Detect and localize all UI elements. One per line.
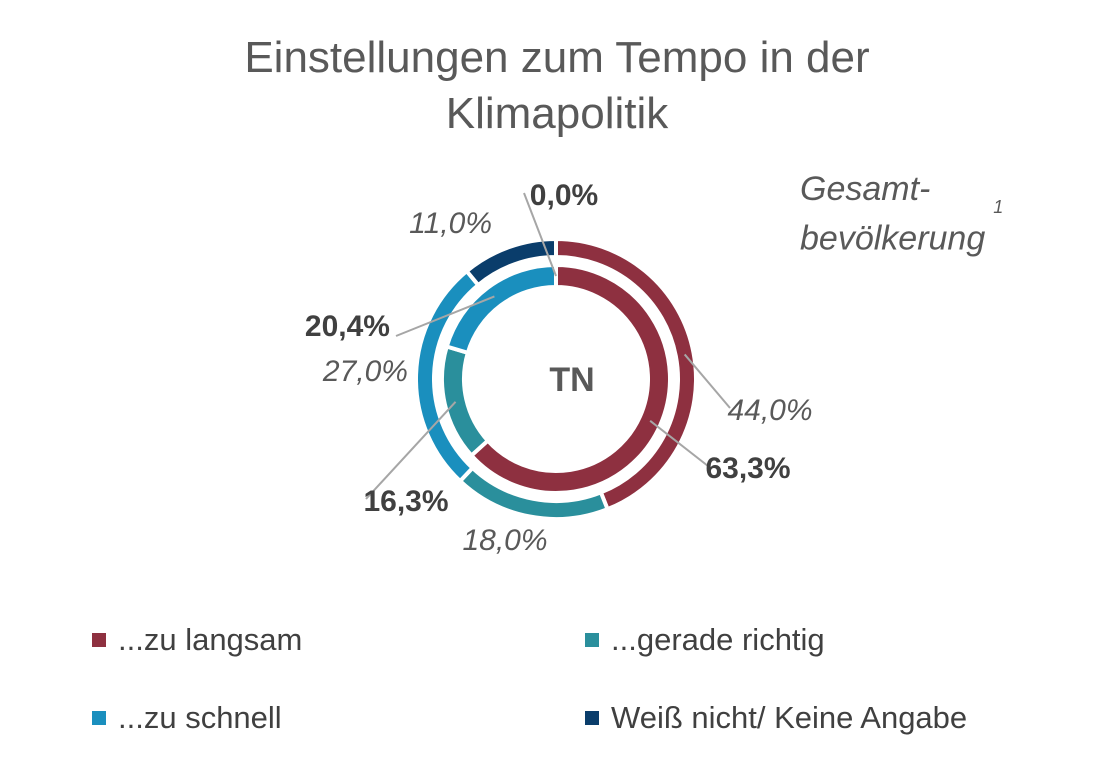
inner-leader-line-weiss-nicht — [523, 192, 557, 277]
legend-item-weiss-nicht: Weiß nicht/ Keine Angabe — [585, 700, 967, 736]
chart-title-line1: Einstellungen zum Tempo in der — [244, 33, 870, 82]
legend-label-weiss-nicht: Weiß nicht/ Keine Angabe — [611, 700, 968, 735]
outer-ring-caption: Gesamt- bevölkerung 1 — [800, 168, 1003, 259]
chart-title: Einstellungen zum Tempo in der Klimapoli… — [0, 30, 1114, 142]
legend-label-gerade-richtig: ...gerade richtig — [611, 622, 825, 657]
legend-swatch-zu-langsam — [92, 633, 106, 647]
legend-swatch-zu-schnell — [92, 711, 106, 725]
inner-leader-line-gerade-richtig — [365, 401, 457, 500]
legend-swatch-gerade-richtig — [585, 633, 599, 647]
chart-title-line2: Klimapolitik — [445, 89, 669, 138]
outer-ring-caption-line2-wrap: bevölkerung 1 — [800, 197, 1003, 259]
outer-data-label-weiss-nicht: 11,0% — [409, 207, 492, 240]
inner-data-label-zu-langsam: 63,3% — [705, 452, 790, 485]
inner-data-label-zu-schnell: 20,4% — [305, 310, 390, 343]
inner-data-label-weiss-nicht: 0,0% — [530, 179, 598, 212]
legend-item-zu-langsam: ...zu langsam — [92, 622, 302, 658]
outer-data-label-zu-langsam: 44,0% — [727, 394, 812, 427]
outer-ring-caption-line2: bevölkerung — [800, 219, 986, 258]
inner-ring-slice-zu-langsam — [468, 262, 672, 495]
outer-data-label-gerade-richtig: 18,0% — [462, 524, 547, 557]
center-label: TN — [549, 361, 594, 399]
legend-item-gerade-richtig: ...gerade richtig — [585, 622, 825, 658]
legend-label-zu-langsam: ...zu langsam — [118, 622, 303, 657]
legend-swatch-weiss-nicht — [585, 711, 599, 725]
legend-label-zu-schnell: ...zu schnell — [118, 700, 282, 735]
inner-leader-line-zu-schnell — [395, 295, 495, 337]
inner-data-label-gerade-richtig: 16,3% — [363, 485, 448, 518]
inner-leader-line-zu-langsam — [649, 420, 709, 467]
outer-ring-caption-footnote: 1 — [993, 197, 1004, 217]
outer-ring-caption-line1: Gesamt- — [800, 170, 931, 208]
outer-data-label-zu-schnell: 27,0% — [322, 355, 408, 388]
legend-item-zu-schnell: ...zu schnell — [92, 700, 282, 736]
outer-ring-slice-weiss-nicht — [463, 236, 558, 288]
outer-leader-line-zu-langsam — [683, 353, 731, 409]
